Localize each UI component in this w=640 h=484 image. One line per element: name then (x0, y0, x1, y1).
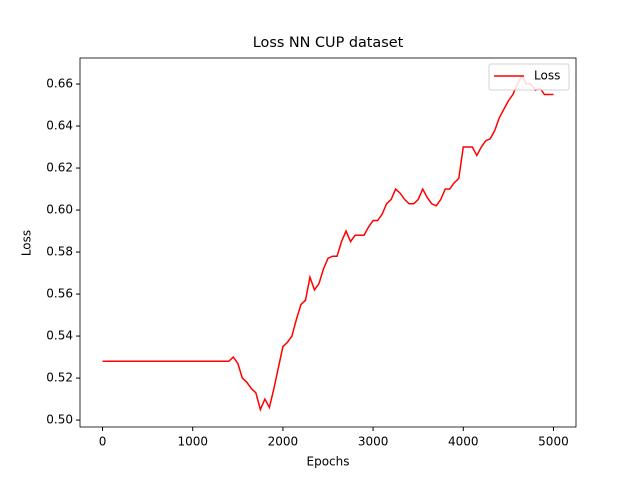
y-axis-label: Loss (20, 230, 34, 256)
x-tick-label: 1000 (177, 435, 208, 449)
y-tick-label: 0.50 (46, 413, 73, 427)
chart-title: Loss NN CUP dataset (253, 35, 404, 51)
x-tick-label: 0 (99, 435, 107, 449)
data-line (102, 74, 554, 412)
x-tick-label: 4000 (448, 435, 479, 449)
y-tick-label: 0.52 (46, 371, 73, 385)
y-tick-label: 0.62 (46, 161, 73, 175)
y-tick-label: 0.54 (46, 329, 73, 343)
plot-frame (79, 57, 577, 428)
x-tick-label: 3000 (358, 435, 389, 449)
x-tick-label: 2000 (268, 435, 299, 449)
legend-box (488, 63, 570, 91)
y-tick-label: 0.60 (46, 203, 73, 217)
y-tick-label: 0.64 (46, 119, 73, 133)
x-tick-label: 5000 (538, 435, 569, 449)
y-tick-label: 0.66 (46, 77, 73, 91)
legend-label: Loss (534, 69, 560, 83)
x-axis-label: Epochs (307, 455, 350, 469)
y-tick-label: 0.58 (46, 245, 73, 259)
y-tick-label: 0.56 (46, 287, 73, 301)
